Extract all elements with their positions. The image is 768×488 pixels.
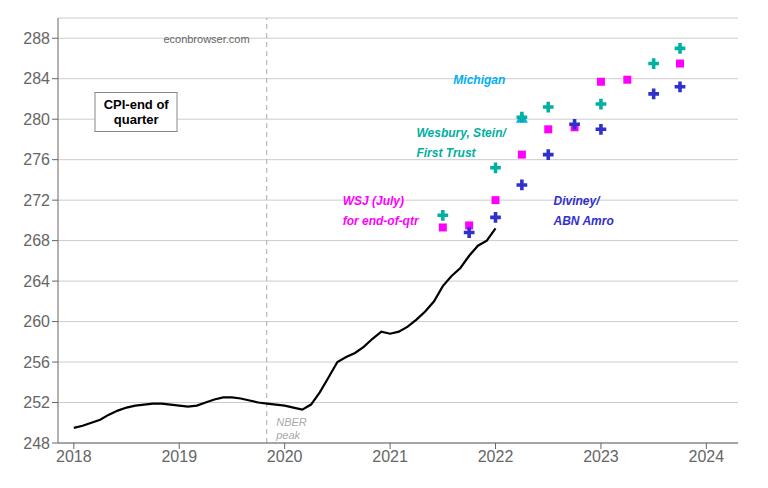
svg-text:280: 280 <box>23 111 50 128</box>
html-text:econbrowser.com: econbrowser.com <box>163 32 250 45</box>
svg-text:268: 268 <box>23 232 50 249</box>
svg-text:276: 276 <box>23 151 50 168</box>
svg-text:First Trust: First Trust <box>416 146 476 160</box>
svg-text:Wesbury, Stein/: Wesbury, Stein/ <box>416 126 507 140</box>
svg-text:WSJ (July): WSJ (July) <box>343 194 404 208</box>
svg-text:2022: 2022 <box>478 448 514 465</box>
svg-text:288: 288 <box>23 30 50 47</box>
svg-text:NBERpeak: NBERpeak <box>275 416 307 441</box>
svg-text:Michigan: Michigan <box>453 73 505 87</box>
svg-text:2024: 2024 <box>689 448 725 465</box>
svg-text:2023: 2023 <box>583 448 619 465</box>
svg-text:264: 264 <box>23 273 50 290</box>
svg-text:252: 252 <box>23 394 50 411</box>
svg-text:256: 256 <box>23 354 50 371</box>
svg-text:248: 248 <box>23 435 50 452</box>
html-text:quarter: quarter <box>113 111 159 127</box>
svg-text:284: 284 <box>23 70 50 87</box>
html-text:CPI-end of: CPI-end of <box>103 96 169 112</box>
svg-text:2021: 2021 <box>372 448 408 465</box>
svg-text:272: 272 <box>23 192 50 209</box>
svg-text:260: 260 <box>23 313 50 330</box>
svg-text:2019: 2019 <box>161 448 197 465</box>
svg-text:for end-of-qtr: for end-of-qtr <box>343 214 420 228</box>
svg-text:2018: 2018 <box>56 448 92 465</box>
svg-text:2020: 2020 <box>267 448 303 465</box>
svg-text:Diviney/: Diviney/ <box>554 194 602 208</box>
svg-text:ABN Amro: ABN Amro <box>553 214 614 228</box>
